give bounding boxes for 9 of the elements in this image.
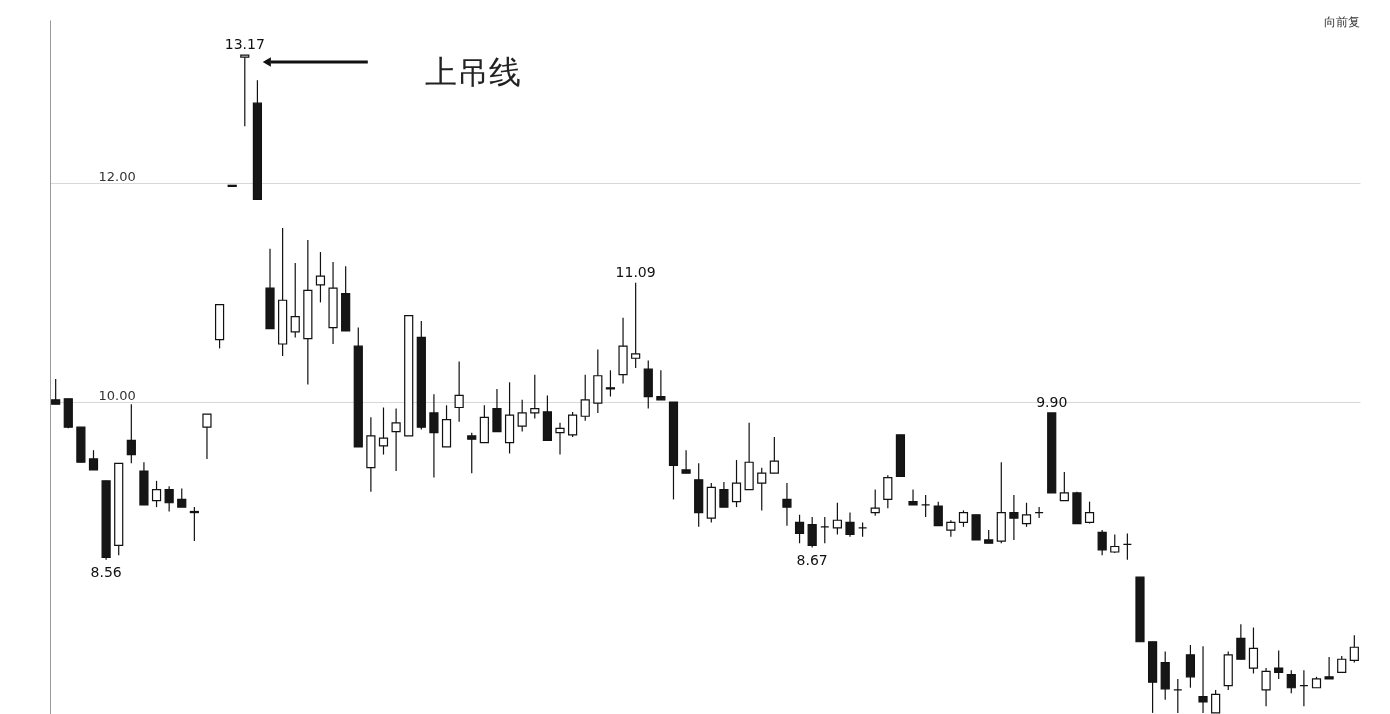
annotation: 8.56	[90, 563, 122, 580]
annotation: 13.17	[224, 36, 265, 53]
annotation: 8.67	[796, 551, 828, 568]
y-tick-label: 10.00	[98, 387, 136, 403]
annotation: 向前复	[1324, 15, 1360, 29]
annotation: 11.09	[615, 263, 656, 280]
annotation: 9.90	[1036, 393, 1068, 410]
y-tick-label: 12.00	[98, 168, 136, 184]
annotation: 上吊线	[424, 53, 521, 92]
